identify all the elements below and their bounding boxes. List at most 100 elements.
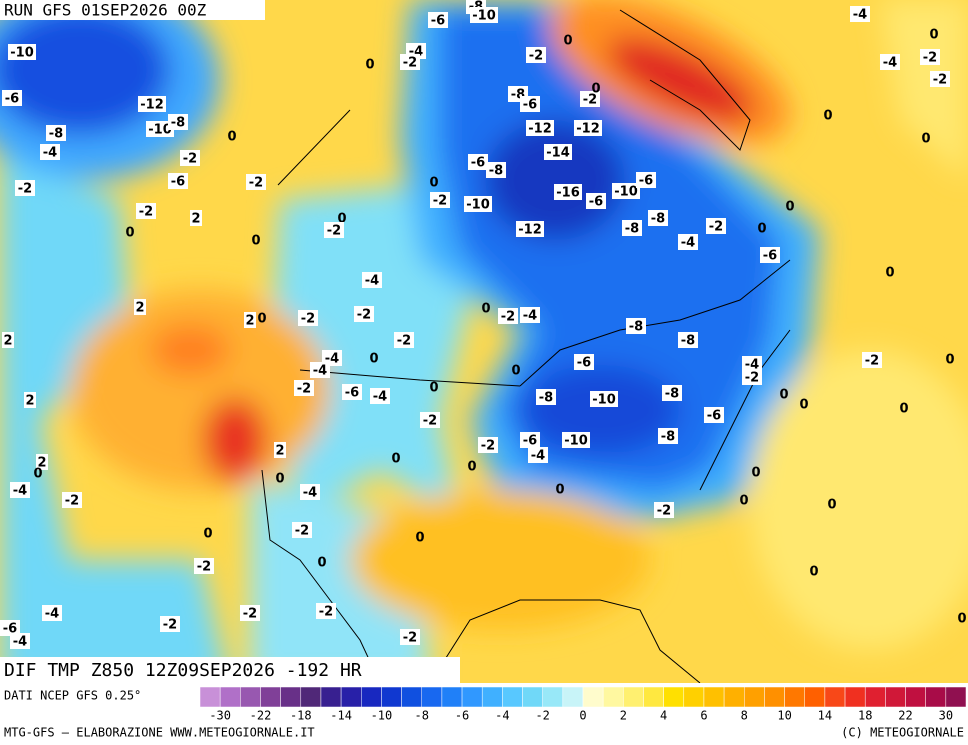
label-box	[658, 428, 678, 444]
legend-tick-label: -18	[290, 709, 312, 723]
contour-label: -6	[431, 14, 445, 29]
contour-label: -4	[523, 309, 537, 324]
legend-swatch	[683, 686, 705, 708]
label-box	[586, 193, 606, 209]
contour-label: -10	[466, 198, 490, 213]
label-box	[134, 299, 146, 315]
contour-label: -10	[10, 46, 34, 61]
label-box	[362, 272, 382, 288]
contour-label: -4	[45, 607, 59, 622]
label-box	[536, 389, 556, 405]
contour-label: -4	[13, 484, 27, 499]
legend-tick-label: 0	[579, 709, 586, 723]
legend-swatch	[744, 686, 765, 708]
label-box	[400, 629, 420, 645]
contour-label: -16	[556, 186, 580, 201]
contour-label: -8	[49, 127, 63, 142]
cool-area	[270, 180, 470, 520]
boundaries	[261, 9, 791, 683]
label-box	[574, 120, 602, 136]
warm-area	[350, 490, 650, 630]
label-box	[240, 605, 260, 621]
label-box	[636, 172, 656, 188]
contour-label: 0	[125, 226, 134, 241]
label-box	[62, 492, 82, 508]
contour-label: 0	[799, 398, 808, 413]
very-cold-area	[520, 365, 680, 455]
contour-label: 0	[481, 302, 490, 317]
label-box	[146, 121, 174, 137]
label-box	[880, 54, 900, 70]
contour-label: -8	[625, 222, 639, 237]
contour-label: -2	[139, 205, 153, 220]
contour-label: -2	[481, 439, 495, 454]
contour-label: -4	[43, 146, 57, 161]
contour-label: 0	[227, 130, 236, 145]
contour-label: 0	[779, 388, 788, 403]
contour-label: -6	[589, 195, 603, 210]
label-box	[300, 484, 320, 500]
label-box	[168, 114, 188, 130]
label-box	[430, 192, 450, 208]
label-box	[324, 222, 344, 238]
legend-swatch	[381, 686, 402, 708]
label-box	[354, 306, 374, 322]
contour-label: -2	[403, 631, 417, 646]
contour-label: 0	[751, 466, 760, 481]
contour-label: -2	[865, 354, 879, 369]
legend-swatch	[824, 686, 846, 708]
legend-tick-label: -30	[209, 709, 231, 723]
source-text: DATI NCEP GFS 0.25°	[4, 689, 141, 703]
label-box	[274, 442, 286, 458]
legend-tick-label: 18	[858, 709, 872, 723]
label-box	[394, 332, 414, 348]
coast-line	[619, 9, 751, 151]
legend-tick-label: 8	[741, 709, 748, 723]
legend-swatch	[844, 686, 866, 708]
coast-line	[429, 599, 701, 683]
label-box	[194, 558, 214, 574]
label-box	[8, 44, 36, 60]
label-box	[468, 154, 488, 170]
legend-swatch	[663, 686, 685, 708]
contour-label: -2	[657, 504, 671, 519]
contour-label: -8	[651, 212, 665, 227]
contour-label: -6	[523, 434, 537, 449]
label-box	[294, 380, 314, 396]
label-box	[574, 354, 594, 370]
contour-label: -4	[853, 8, 867, 23]
field-title: DIF TMP Z850 12Z09SEP2026 -192 HR	[4, 660, 362, 681]
contour-label: 0	[921, 132, 930, 147]
header-box	[0, 657, 460, 683]
label-box	[526, 120, 554, 136]
border-line	[277, 109, 351, 186]
very-cold-area	[485, 120, 625, 240]
contour-label: 0	[365, 58, 374, 73]
legend-tick-label: -4	[495, 709, 509, 723]
label-box	[244, 312, 256, 328]
legend-tick-label: -14	[330, 709, 352, 723]
label-box	[662, 385, 682, 401]
label-box	[246, 174, 266, 190]
legend-swatch	[542, 686, 564, 708]
legend-tick-label: 2	[620, 709, 627, 723]
warm-area	[150, 325, 230, 375]
contour-label: -2	[423, 414, 437, 429]
contour-label: 0	[785, 200, 794, 215]
label-box	[478, 437, 498, 453]
contour-label: -6	[763, 249, 777, 264]
label-box	[678, 234, 698, 250]
label-box	[40, 144, 60, 160]
cold-area	[0, 5, 170, 135]
border-line	[519, 259, 791, 387]
label-box	[46, 125, 66, 141]
contour-label: -2	[403, 56, 417, 71]
label-box	[316, 603, 336, 619]
legend-tick-label: -10	[371, 709, 393, 723]
legend-swatch	[361, 686, 382, 708]
contour-label: -2	[197, 560, 211, 575]
contour-label: -8	[629, 320, 643, 335]
label-box	[400, 54, 420, 70]
contour-label: -4	[365, 274, 379, 289]
